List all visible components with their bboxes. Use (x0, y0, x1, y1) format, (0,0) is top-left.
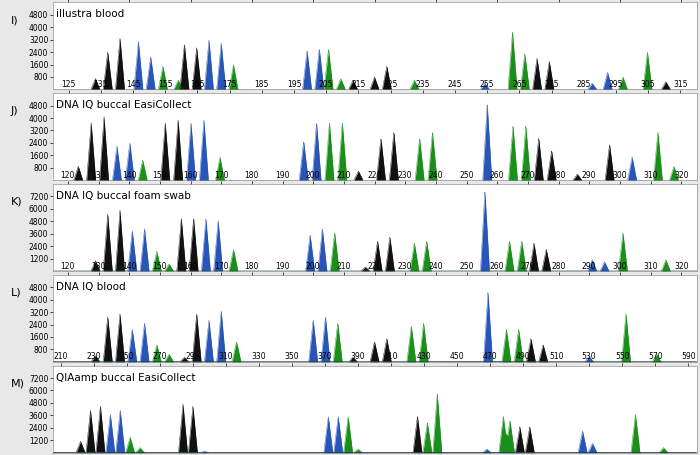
Text: illustra blood: illustra blood (56, 9, 124, 19)
Text: DNA IQ buccal foam swab: DNA IQ buccal foam swab (56, 191, 190, 201)
Text: QIAamp buccal EasiCollect: QIAamp buccal EasiCollect (56, 373, 195, 383)
Text: J): J) (10, 106, 18, 116)
Text: DNA IQ buccal EasiCollect: DNA IQ buccal EasiCollect (56, 100, 191, 110)
Text: M): M) (10, 379, 25, 389)
Text: L): L) (10, 288, 21, 298)
Text: I): I) (10, 15, 18, 25)
Text: K): K) (10, 197, 22, 207)
Text: DNA IQ blood: DNA IQ blood (56, 282, 125, 292)
